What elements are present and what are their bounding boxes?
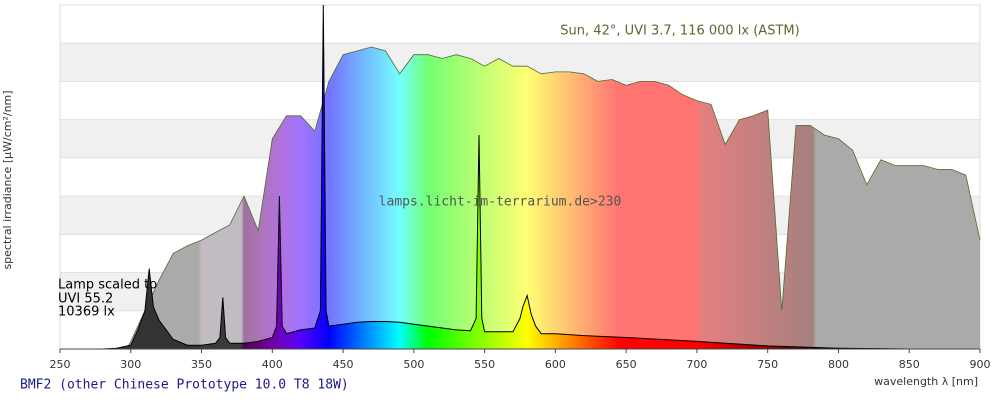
x-tick-label: 800 <box>828 358 849 371</box>
x-tick-label: 450 <box>333 358 354 371</box>
plot-area: 250 300 350 400 450 500 550 600 650 700 750 800 850 9… <box>50 4 991 371</box>
y-axis-label: spectral irradiance [µW/cm²/nm] <box>1 90 14 269</box>
watermark: lamps.licht-im-terrarium.de>230 <box>379 195 622 210</box>
x-tick-label: 600 <box>545 358 566 371</box>
footer: BMF2 (other Chinese Prototype 10.0 T8 18… <box>20 378 349 393</box>
x-tick-label: 700 <box>686 358 707 371</box>
spectrum-line <box>126 46 981 350</box>
annotation: Lamp scaled to <box>58 278 157 293</box>
x-tick-label: 900 <box>970 358 991 371</box>
area-fill <box>126 47 980 349</box>
x-axis-label: wavelength λ [nm] <box>874 375 978 388</box>
labels: spectral irradiance [µW/cm²/nm] waveleng… <box>1 24 978 393</box>
x-tick-label: 500 <box>403 358 424 371</box>
x-tick-label: 750 <box>757 358 778 371</box>
x-tick-label: 400 <box>262 358 283 371</box>
annotation: UVI 55.2 <box>58 292 113 307</box>
legend-label: Sun, 42°, UVI 3.7, 116 000 lx (ASTM) <box>560 24 799 39</box>
x-tick-label: 350 <box>191 358 212 371</box>
x-tick-label: 850 <box>899 358 920 371</box>
x-tick-label: 300 <box>120 358 141 371</box>
x-tick-label: 250 <box>50 358 71 371</box>
x-tick-label: 650 <box>616 358 637 371</box>
x-tick-label: 550 <box>474 358 495 371</box>
annotation: 10369 lx <box>58 305 115 320</box>
spectrum-line <box>102 4 952 350</box>
